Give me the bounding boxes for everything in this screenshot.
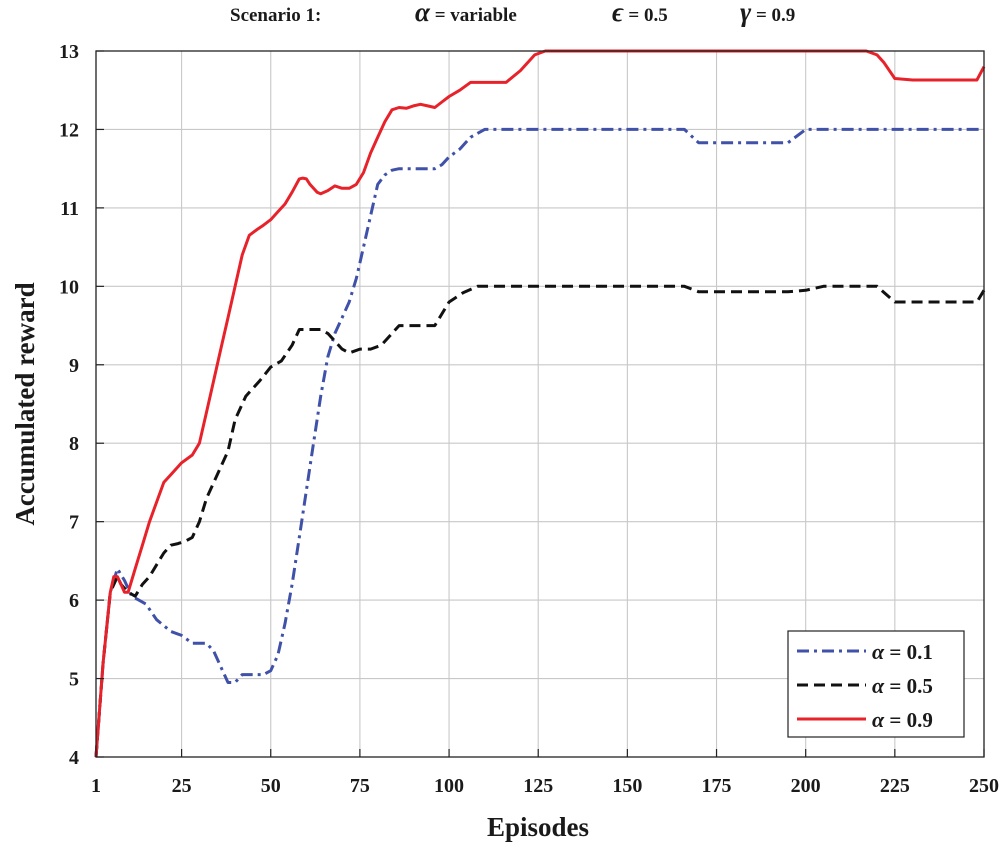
x-tick-label-0: 1 <box>91 775 101 797</box>
series-line-alpha-0-1 <box>94 127 984 758</box>
x-tick-label-9: 225 <box>880 775 910 797</box>
y-tick-label-9: 13 <box>59 41 79 63</box>
legend-text-1: = 0.5 <box>884 674 933 698</box>
legend-symbol-1: α <box>872 673 885 698</box>
y-tick-label-3: 7 <box>69 512 79 534</box>
y-tick-label-4: 8 <box>69 433 79 455</box>
legend-symbol-0: α <box>872 639 885 664</box>
title-alpha-text: = variable <box>430 5 517 26</box>
x-tick-label-5: 125 <box>523 775 553 797</box>
title-alpha: α = variable <box>415 0 517 27</box>
x-axis-label: Episodes <box>487 812 589 842</box>
legend-symbol-2: α <box>872 707 885 732</box>
x-tick-label-2: 50 <box>261 775 281 797</box>
y-tick-label-1: 5 <box>69 669 79 691</box>
y-tick-label-7: 11 <box>60 198 79 220</box>
legend: α = 0.1 α = 0.5 α = 0.9 <box>787 630 965 738</box>
legend-text-0: = 0.1 <box>884 640 933 664</box>
y-tick-label-0: 4 <box>69 747 79 769</box>
axis-ticks: 1 25 50 75 100 125 150 175 200 225 250456789101112… <box>59 41 999 797</box>
x-tick-label-6: 150 <box>612 775 642 797</box>
x-tick-label-7: 175 <box>702 775 732 797</box>
x-tick-label-3: 75 <box>350 775 370 797</box>
x-tick-label-8: 200 <box>791 775 821 797</box>
title-gamma: γ = 0.9 <box>740 0 795 27</box>
title-scenario: Scenario 1: <box>230 5 321 26</box>
title-gamma-symbol: γ <box>740 0 752 27</box>
title-gamma-text: = 0.9 <box>751 5 795 26</box>
legend-label-alpha-0-1: α = 0.1 <box>872 639 933 664</box>
x-tick-label-1: 25 <box>172 775 192 797</box>
title-alpha-symbol: α <box>415 0 431 27</box>
x-tick-label-4: 100 <box>434 775 464 797</box>
y-tick-label-5: 9 <box>69 355 79 377</box>
y-tick-label-6: 10 <box>59 276 79 298</box>
legend-text-2: = 0.9 <box>884 708 933 732</box>
y-tick-label-2: 6 <box>69 590 79 612</box>
y-tick-label-8: 12 <box>59 119 79 141</box>
title-epsilon-text: = 0.5 <box>624 5 668 26</box>
title-epsilon: ϵ = 0.5 <box>612 0 668 27</box>
y-axis-label: Accumulated reward <box>10 282 40 525</box>
chart-title: Scenario 1: α = variable ϵ = 0.5 γ = 0.9 <box>230 0 795 27</box>
plot-frame <box>95 50 985 758</box>
legend-label-alpha-0-9: α = 0.9 <box>872 707 933 732</box>
x-tick-label-10: 250 <box>969 775 999 797</box>
title-epsilon-symbol: ϵ <box>612 0 624 27</box>
legend-label-alpha-0-5: α = 0.5 <box>872 673 933 698</box>
